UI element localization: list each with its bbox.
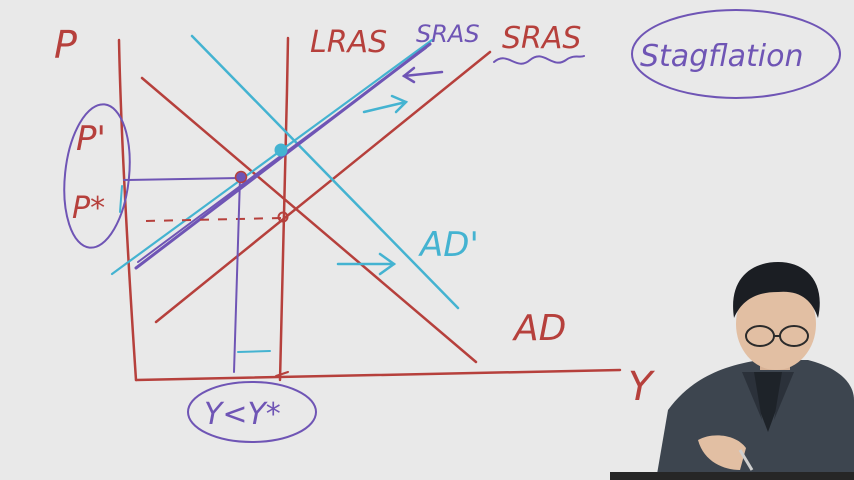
sras-underline-squiggle: [493, 55, 585, 65]
original-equilibrium-point: [277, 211, 289, 223]
stagflation-circle: [631, 9, 841, 99]
price-down-arrow-icon: [119, 185, 123, 213]
y-new-guide-line: [233, 177, 241, 373]
output-note-label: Y<Y*: [204, 397, 281, 432]
output-circle: [187, 381, 317, 443]
p-star-dashed-line: [145, 217, 283, 222]
cyan-intersection-point: [274, 143, 288, 157]
price-level-circle: [63, 103, 131, 249]
price-axis-label: P: [54, 23, 77, 67]
lras-label: LRAS: [310, 25, 387, 60]
red-tick-mark: [275, 371, 289, 377]
p-prime-guide-line: [123, 177, 241, 181]
ad-new-line: [190, 34, 460, 310]
stagflation-label: Stagflation: [640, 39, 803, 74]
output-axis-line: [134, 368, 622, 382]
sras-shift-arrow-icon: [362, 94, 409, 114]
cyan-tick-mark: [237, 350, 271, 353]
presenter-figure: [610, 262, 854, 480]
price-new-label: P': [76, 119, 106, 159]
sras-original-line: [154, 50, 492, 324]
sras-new-line-cyan: [110, 38, 434, 276]
ad-shift-arrow-icon: [336, 252, 397, 276]
price-star-label: P*: [72, 191, 105, 226]
ad-original-label: AD: [512, 308, 566, 349]
output-axis-label: Y: [628, 364, 656, 410]
new-equilibrium-point: [234, 170, 248, 184]
ad-original-line: [140, 76, 478, 364]
ad-new-label: AD': [418, 225, 479, 265]
sras-shift-left-arrow-icon: [401, 66, 444, 84]
sras-original-label: SRAS: [502, 21, 581, 56]
sras-new-label: SRAS: [416, 20, 480, 48]
lras-line: [278, 36, 290, 382]
